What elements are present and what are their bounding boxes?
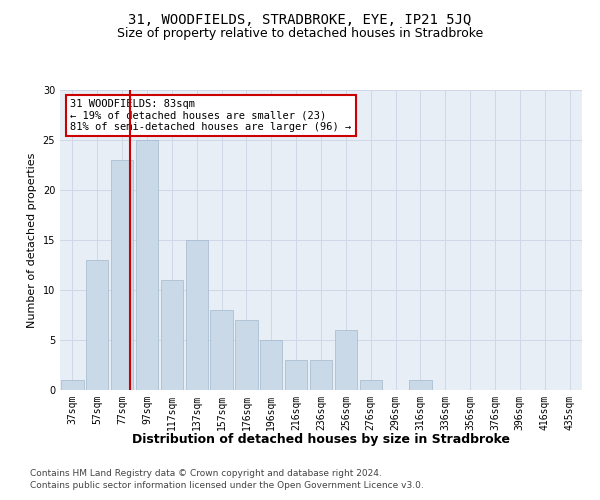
Bar <box>335 330 357 390</box>
Bar <box>86 260 109 390</box>
Text: Contains public sector information licensed under the Open Government Licence v3: Contains public sector information licen… <box>30 481 424 490</box>
Text: 31 WOODFIELDS: 83sqm
← 19% of detached houses are smaller (23)
81% of semi-detac: 31 WOODFIELDS: 83sqm ← 19% of detached h… <box>70 99 352 132</box>
Bar <box>409 380 431 390</box>
Text: Distribution of detached houses by size in Stradbroke: Distribution of detached houses by size … <box>132 432 510 446</box>
Bar <box>235 320 257 390</box>
Bar <box>111 160 133 390</box>
Y-axis label: Number of detached properties: Number of detached properties <box>27 152 37 328</box>
Text: Size of property relative to detached houses in Stradbroke: Size of property relative to detached ho… <box>117 28 483 40</box>
Bar <box>285 360 307 390</box>
Bar <box>310 360 332 390</box>
Bar <box>359 380 382 390</box>
Text: Contains HM Land Registry data © Crown copyright and database right 2024.: Contains HM Land Registry data © Crown c… <box>30 468 382 477</box>
Bar <box>61 380 83 390</box>
Text: 31, WOODFIELDS, STRADBROKE, EYE, IP21 5JQ: 31, WOODFIELDS, STRADBROKE, EYE, IP21 5J… <box>128 12 472 26</box>
Bar <box>136 140 158 390</box>
Bar <box>260 340 283 390</box>
Bar <box>161 280 183 390</box>
Bar <box>211 310 233 390</box>
Bar <box>185 240 208 390</box>
